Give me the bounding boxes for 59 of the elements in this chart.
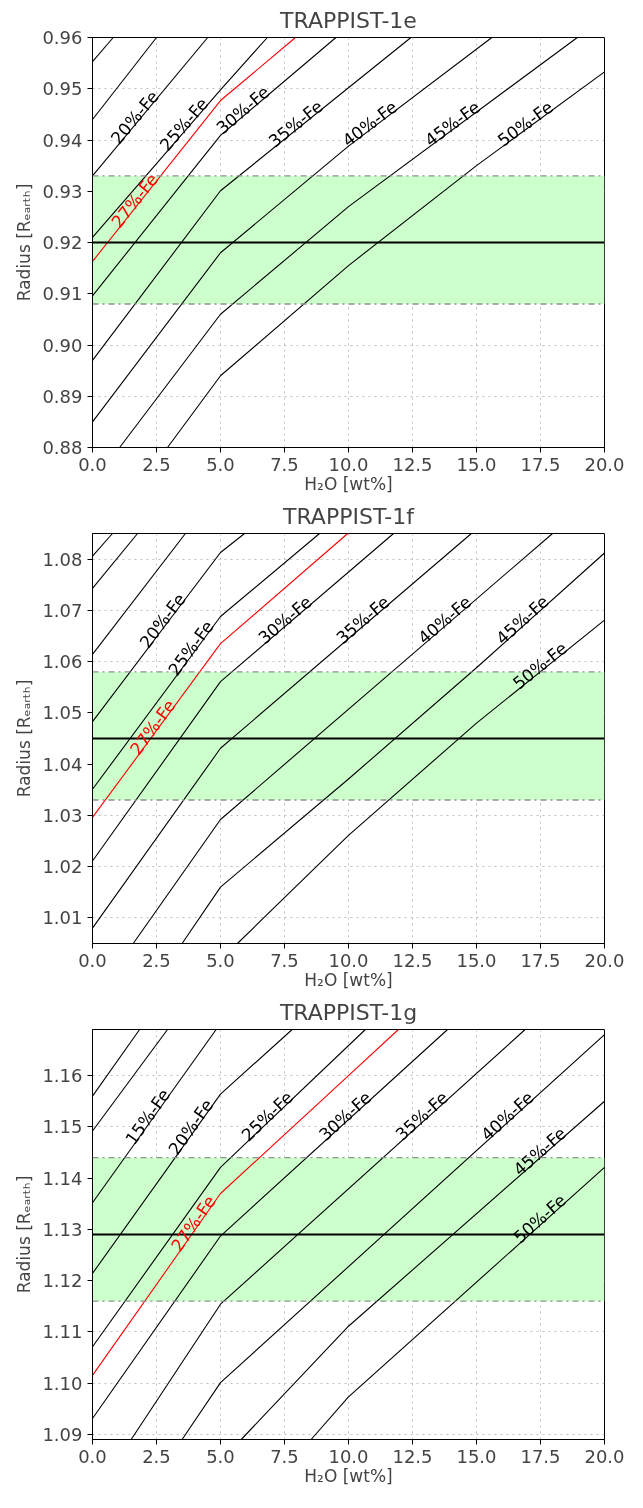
y-tick-label: 0.96 <box>42 27 83 48</box>
x-tick-label: 5.0 <box>206 1445 235 1467</box>
chart-title: TRAPPIST-1f <box>282 503 416 529</box>
x-tick-label: 20.0 <box>584 1445 625 1467</box>
y-tick-label: 1.06 <box>42 651 83 673</box>
x-tick-label: 7.5 <box>270 453 299 475</box>
x-tick-label: 20.0 <box>584 949 625 971</box>
y-tick-label: 0.94 <box>42 129 83 151</box>
x-tick-label: 5.0 <box>206 453 235 475</box>
y-tick-label: 1.02 <box>42 856 83 878</box>
y-tick-label: 1.03 <box>42 804 83 826</box>
x-tick-label: 17.5 <box>520 1445 561 1467</box>
x-tick-label: 10.0 <box>328 949 369 971</box>
x-axis-title: H₂O [wt%] <box>304 969 393 990</box>
x-tick-label: 7.5 <box>270 949 299 971</box>
x-tick-label: 7.5 <box>270 1445 299 1467</box>
x-tick-label: 12.5 <box>392 1445 433 1467</box>
y-tick-label: 0.93 <box>42 180 83 202</box>
x-tick-label: 2.5 <box>142 1445 171 1467</box>
x-tick-label: 15.0 <box>456 453 497 475</box>
x-tick-label: 10.0 <box>328 453 369 475</box>
y-axis-title: Radius [Rₑₐᵣₜₕ] <box>14 679 35 798</box>
y-axis-title: Radius [Rₑₐᵣₜₕ] <box>14 183 35 302</box>
y-tick-label: 0.90 <box>42 334 83 356</box>
x-tick-label: 20.0 <box>584 453 625 475</box>
chart-title: TRAPPIST-1e <box>279 7 417 33</box>
y-tick-label: 1.04 <box>42 753 83 775</box>
x-axis-title: H₂O [wt%] <box>304 473 393 494</box>
x-tick-label: 15.0 <box>456 1445 497 1467</box>
x-tick-label: 12.5 <box>392 949 433 971</box>
x-tick-label: 5.0 <box>206 949 235 971</box>
y-tick-label: 1.10 <box>42 1372 83 1394</box>
y-tick-label: 1.12 <box>42 1270 83 1292</box>
x-tick-label: 0.0 <box>78 949 107 971</box>
x-tick-label: 2.5 <box>142 453 171 475</box>
x-tick-label: 17.5 <box>520 949 561 971</box>
y-tick-label: 1.11 <box>42 1321 83 1343</box>
y-tick-label: 1.14 <box>42 1167 83 1189</box>
y-tick-label: 0.95 <box>42 78 83 100</box>
y-tick-label: 1.16 <box>42 1065 83 1087</box>
x-tick-label: 17.5 <box>520 453 561 475</box>
y-axis-title: Radius [Rₑₐᵣₜₕ] <box>14 1175 35 1294</box>
x-tick-label: 2.5 <box>142 949 171 971</box>
y-tick-label: 0.89 <box>42 385 83 407</box>
y-tick-label: 1.15 <box>42 1116 83 1138</box>
y-tick-label: 1.01 <box>42 907 83 929</box>
x-axis-title: H₂O [wt%] <box>304 1465 393 1486</box>
y-tick-label: 1.09 <box>42 1423 83 1445</box>
chart-title: TRAPPIST-1g <box>278 999 418 1025</box>
y-tick-label: 1.13 <box>42 1218 83 1240</box>
y-tick-label: 1.07 <box>42 599 83 621</box>
y-tick-label: 1.08 <box>42 548 83 570</box>
x-tick-label: 15.0 <box>456 949 497 971</box>
x-tick-label: 0.0 <box>78 1445 107 1467</box>
x-tick-label: 12.5 <box>392 453 433 475</box>
y-tick-label: 0.91 <box>42 283 83 305</box>
y-tick-label: 1.05 <box>42 702 83 724</box>
y-tick-label: 0.92 <box>42 232 83 253</box>
x-tick-label: 10.0 <box>328 1445 369 1467</box>
